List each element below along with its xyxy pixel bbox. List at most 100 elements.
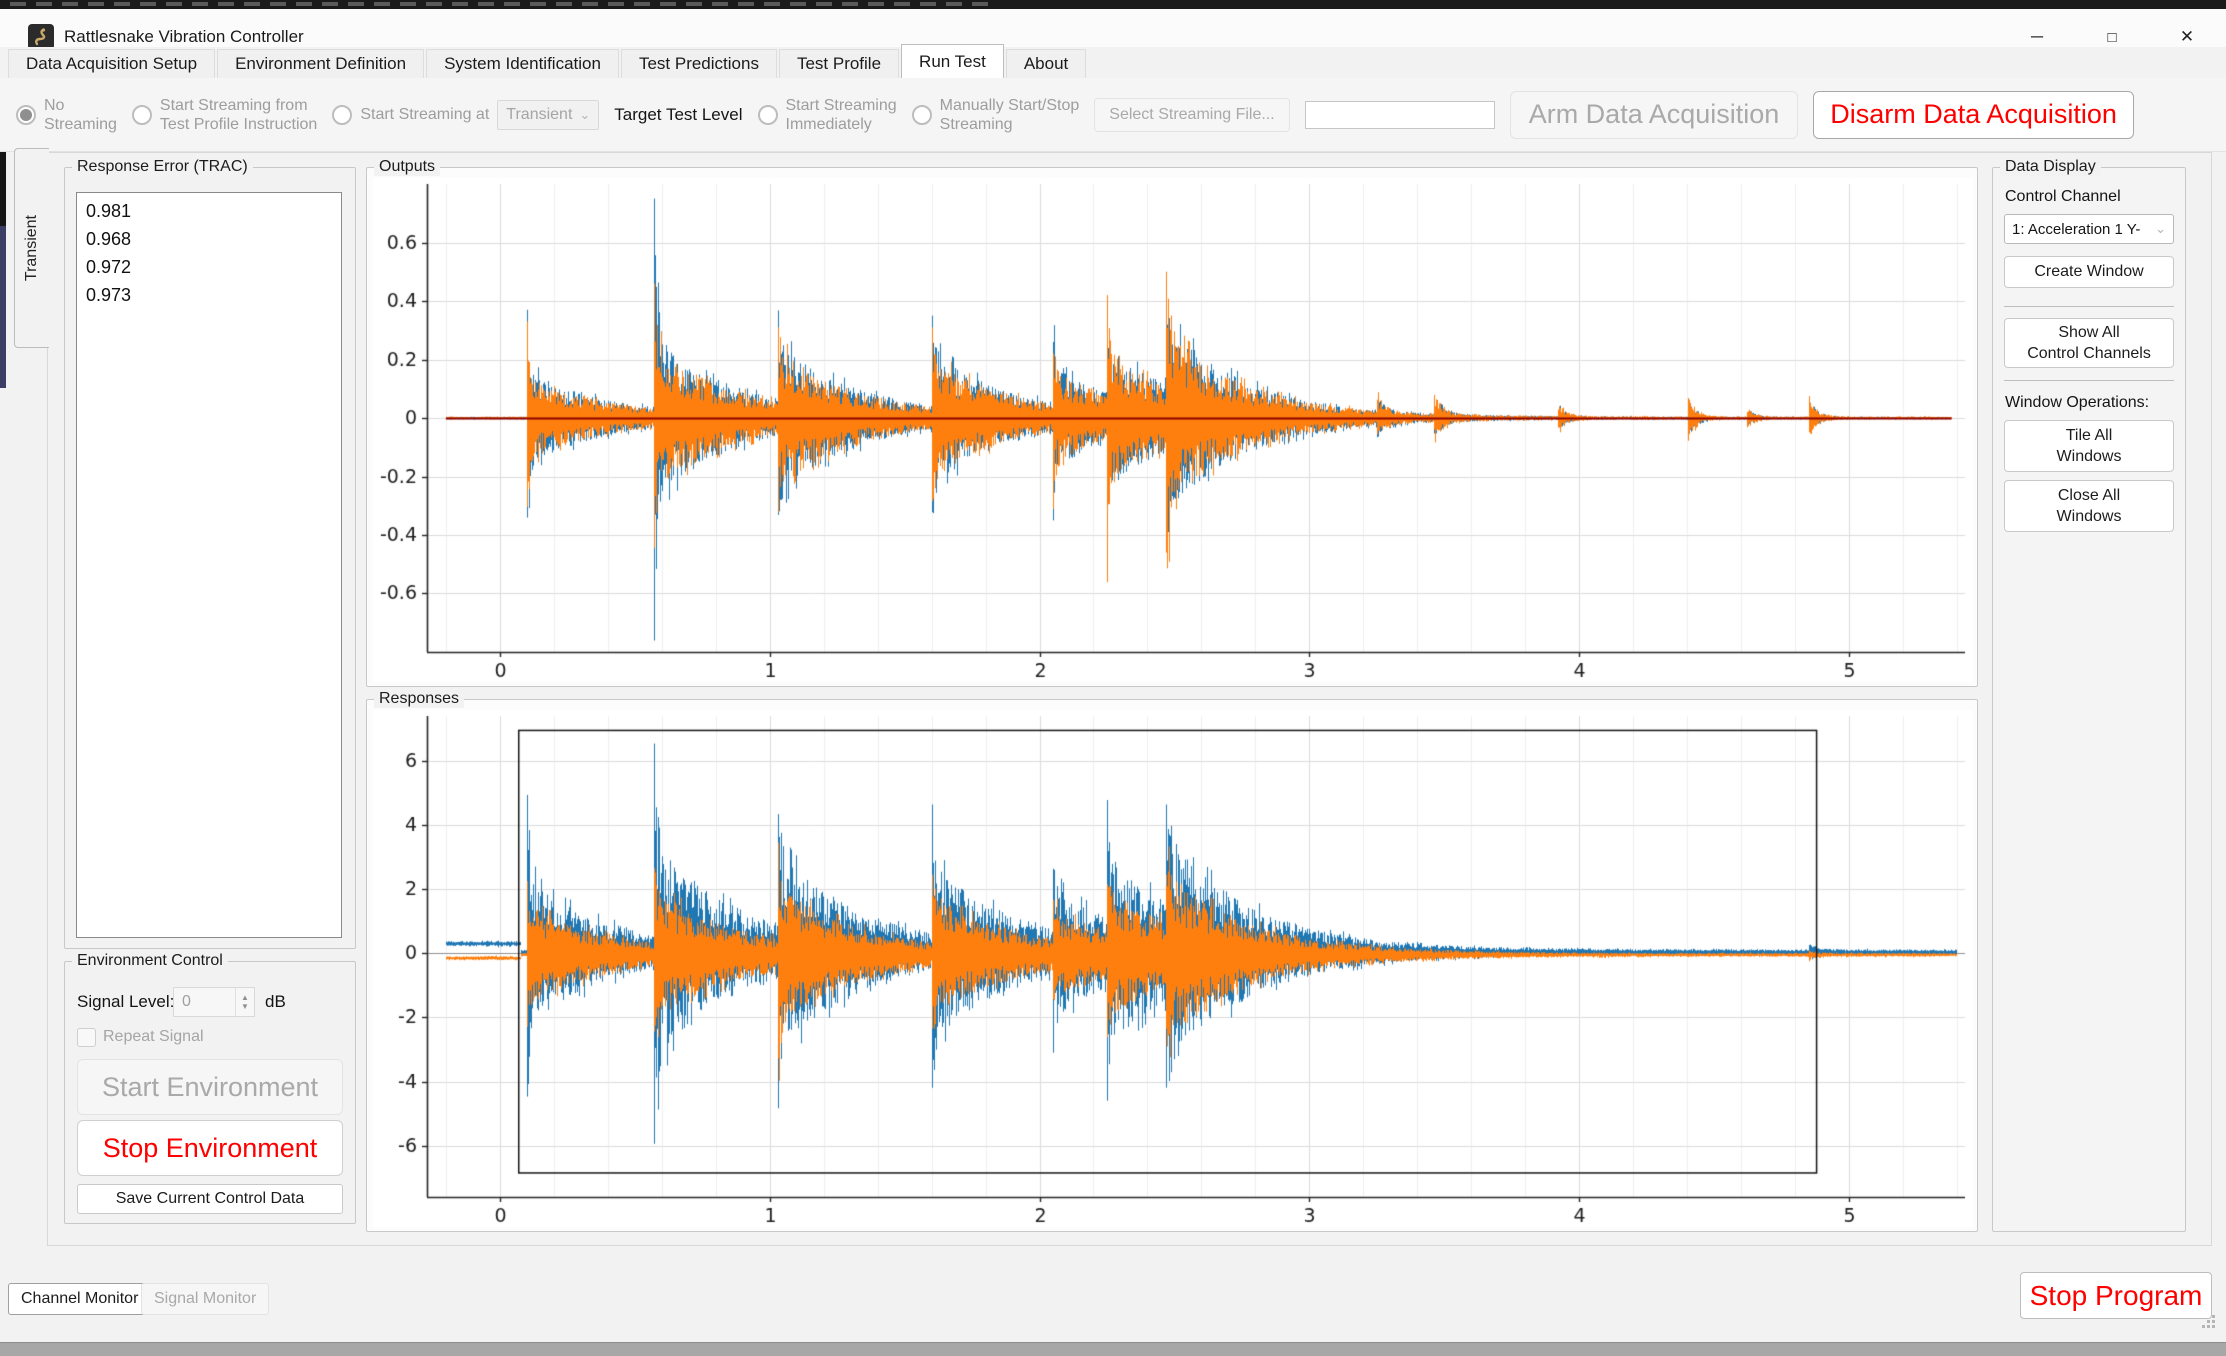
signal-level-spinbox[interactable]: 0 ▲ ▼: [173, 987, 255, 1017]
radio-label-line: Test Profile Instruction: [159, 115, 318, 133]
background-window-artifact: [10, 2, 990, 6]
signal-level-value: 0: [182, 993, 191, 1010]
close-button[interactable]: ✕: [2179, 27, 2195, 46]
window-operations-label: Window Operations:: [2005, 394, 2150, 411]
control-channel-label: Control Channel: [2005, 188, 2121, 205]
resize-grip[interactable]: [2202, 1315, 2216, 1334]
environment-control-title: Environment Control: [72, 952, 228, 970]
dropdown-value: 1: Acceleration 1 Y-: [2012, 220, 2141, 238]
spin-down-icon[interactable]: ▼: [241, 1002, 249, 1011]
tab-run-test[interactable]: Run Test: [901, 44, 1004, 78]
data-display-groupbox: Data Display Control Channel 1: Accelera…: [1992, 158, 2186, 1232]
signal-monitor-button[interactable]: Signal Monitor: [141, 1283, 270, 1315]
target-test-level-label: Target Test Level: [614, 104, 743, 124]
button-label-line: Close All: [2057, 487, 2121, 504]
list-item[interactable]: 0.981: [86, 201, 132, 221]
tab-data-acquisition-setup[interactable]: Data Acquisition Setup: [8, 49, 216, 78]
button-label-line: Control Channels: [2027, 345, 2151, 362]
control-channel-dropdown[interactable]: 1: Acceleration 1 Y- ⌄: [2004, 214, 2174, 244]
side-tab-transient[interactable]: Transient: [14, 148, 49, 348]
channel-monitor-button[interactable]: Channel Monitor: [8, 1283, 152, 1315]
radio-start-streaming-at[interactable]: Start Streaming at Transient ⌄: [332, 99, 600, 130]
responses-plot[interactable]: [373, 710, 1973, 1227]
responses-title: Responses: [374, 690, 465, 708]
list-item[interactable]: 0.968: [86, 229, 132, 249]
chevron-down-icon: ⌄: [579, 107, 591, 122]
radio-label: Start Streaming Immediately: [786, 96, 897, 134]
background-taskbar-strip: [0, 1342, 2226, 1356]
signal-level-label: Signal Level:: [77, 992, 175, 1011]
tab-test-profile[interactable]: Test Profile: [778, 49, 900, 78]
button-label-line: Show All: [2058, 324, 2120, 341]
dropdown-value: Transient: [506, 106, 573, 123]
trac-values-list[interactable]: 0.981 0.968 0.972 0.973: [76, 192, 342, 938]
spinner-arrows-icon[interactable]: ▲ ▼: [235, 988, 254, 1016]
radio-no-streaming[interactable]: No Streaming: [16, 96, 117, 134]
divider: [2004, 306, 2174, 307]
chevron-down-icon: ⌄: [2155, 221, 2166, 236]
tile-all-windows-button[interactable]: Tile All Windows: [2004, 420, 2174, 472]
background-window-edge-dark: [0, 130, 6, 226]
tab-system-identification[interactable]: System Identification: [426, 49, 619, 78]
maximize-button[interactable]: □: [2107, 28, 2117, 46]
start-environment-button[interactable]: Start Environment: [77, 1059, 343, 1115]
radio-manually-start-stop[interactable]: Manually Start/Stop Streaming: [911, 96, 1080, 134]
stop-environment-button[interactable]: Stop Environment: [77, 1120, 343, 1176]
create-window-button[interactable]: Create Window: [2004, 256, 2174, 288]
radio-icon: [131, 104, 152, 125]
radio-icon: [757, 104, 778, 125]
button-label-line: Windows: [2056, 448, 2122, 465]
radio-label: No Streaming: [44, 96, 117, 134]
radio-label-line: Start Streaming from: [159, 96, 308, 114]
streaming-level-dropdown[interactable]: Transient ⌄: [497, 99, 600, 130]
title-bar: Rattlesnake Vibration Controller ─ □ ✕: [0, 9, 2226, 50]
outputs-plot[interactable]: [373, 178, 1973, 682]
stop-program-button[interactable]: Stop Program: [2020, 1272, 2212, 1319]
radio-icon: [16, 104, 36, 125]
data-display-title: Data Display: [2000, 158, 2101, 176]
radio-icon: [332, 104, 353, 125]
environment-control-groupbox: Environment Control Signal Level: 0 ▲ ▼ …: [64, 952, 356, 1224]
repeat-signal-checkbox[interactable]: [77, 1028, 96, 1047]
radio-start-streaming-immediately[interactable]: Start Streaming Immediately: [757, 96, 897, 134]
side-tab-label: Transient: [23, 214, 40, 282]
radio-label: Start Streaming from Test Profile Instru…: [160, 96, 317, 134]
button-label-line: Windows: [2056, 508, 2122, 525]
tab-about[interactable]: About: [1005, 49, 1087, 78]
responses-groupbox: Responses: [366, 690, 1978, 1232]
radio-icon: [911, 104, 932, 125]
divider: [2004, 380, 2174, 381]
streaming-toolbar: No Streaming Start Streaming from Test P…: [0, 78, 2226, 152]
outputs-groupbox: Outputs: [366, 158, 1978, 687]
window-title: Rattlesnake Vibration Controller: [64, 27, 304, 46]
background-window-strip: [0, 0, 2226, 9]
app-logo-icon: [28, 24, 54, 50]
response-error-title: Response Error (TRAC): [72, 158, 253, 176]
radio-label: Manually Start/Stop Streaming: [940, 96, 1080, 134]
radio-label-line: Manually Start/Stop: [939, 96, 1080, 114]
radio-label-line: Immediately: [785, 115, 872, 133]
streaming-file-input[interactable]: [1304, 100, 1495, 129]
close-all-windows-button[interactable]: Close All Windows: [2004, 480, 2174, 532]
radio-label-line: Start Streaming: [785, 96, 897, 114]
list-item[interactable]: 0.972: [86, 257, 132, 277]
save-current-control-data-button[interactable]: Save Current Control Data: [77, 1184, 343, 1214]
disarm-data-acquisition-button[interactable]: Disarm Data Acquisition: [1813, 90, 2134, 139]
select-streaming-file-button[interactable]: Select Streaming File...: [1094, 97, 1290, 132]
main-tab-bar: Data Acquisition Setup Environment Defin…: [0, 44, 2226, 78]
radio-start-streaming-from-profile[interactable]: Start Streaming from Test Profile Instru…: [131, 96, 317, 134]
show-all-control-channels-button[interactable]: Show All Control Channels: [2004, 318, 2174, 368]
arm-data-acquisition-button[interactable]: Arm Data Acquisition: [1509, 90, 1799, 139]
tab-environment-definition[interactable]: Environment Definition: [217, 49, 425, 78]
tab-test-predictions[interactable]: Test Predictions: [620, 49, 777, 78]
spin-up-icon[interactable]: ▲: [241, 993, 249, 1002]
radio-label-line: No: [44, 96, 65, 114]
radio-label-line: Streaming: [44, 115, 117, 133]
button-label-line: Tile All: [2065, 427, 2113, 444]
list-item[interactable]: 0.973: [86, 285, 132, 305]
response-error-groupbox: Response Error (TRAC) 0.981 0.968 0.972 …: [64, 158, 356, 949]
minimize-button[interactable]: ─: [2030, 27, 2044, 46]
background-window-edge-navy: [0, 226, 6, 388]
repeat-signal-label: Repeat Signal: [103, 1028, 204, 1045]
outputs-title: Outputs: [374, 158, 441, 176]
